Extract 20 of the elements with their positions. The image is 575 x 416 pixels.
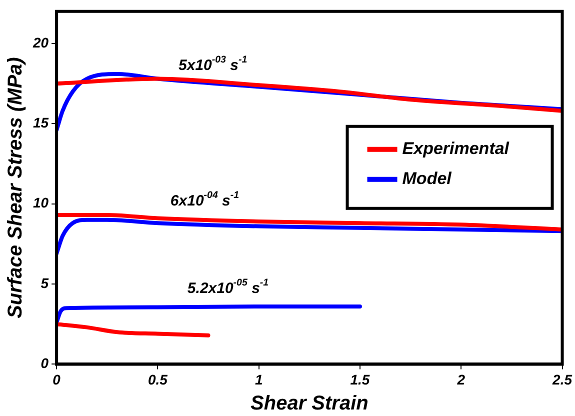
line-series [56, 76, 562, 113]
x-axis-title: Shear Strain [250, 392, 368, 415]
legend-label: Model [402, 169, 453, 188]
x-tick-label: 1.5 [350, 371, 370, 388]
line-series [56, 322, 210, 338]
line-series [56, 213, 562, 232]
y-tick-label: 5 [40, 274, 49, 291]
x-tick-label: 0.5 [148, 371, 168, 388]
line-series [56, 218, 562, 256]
y-axis-title: Surface Shear Stress (MPa) [4, 56, 27, 318]
x-tick-label: 0 [52, 371, 61, 388]
x-tick-label: 2 [456, 371, 466, 388]
y-tick-label: 0 [40, 355, 49, 372]
y-tick-label: 20 [32, 34, 49, 50]
x-tick-label: 1 [254, 371, 263, 388]
y-tick-label: 15 [32, 114, 49, 131]
legend-label: Experimental [402, 139, 510, 158]
x-tick-label: 2.5 [552, 371, 572, 388]
y-tick-label: 10 [32, 194, 49, 211]
line-series [56, 304, 362, 325]
